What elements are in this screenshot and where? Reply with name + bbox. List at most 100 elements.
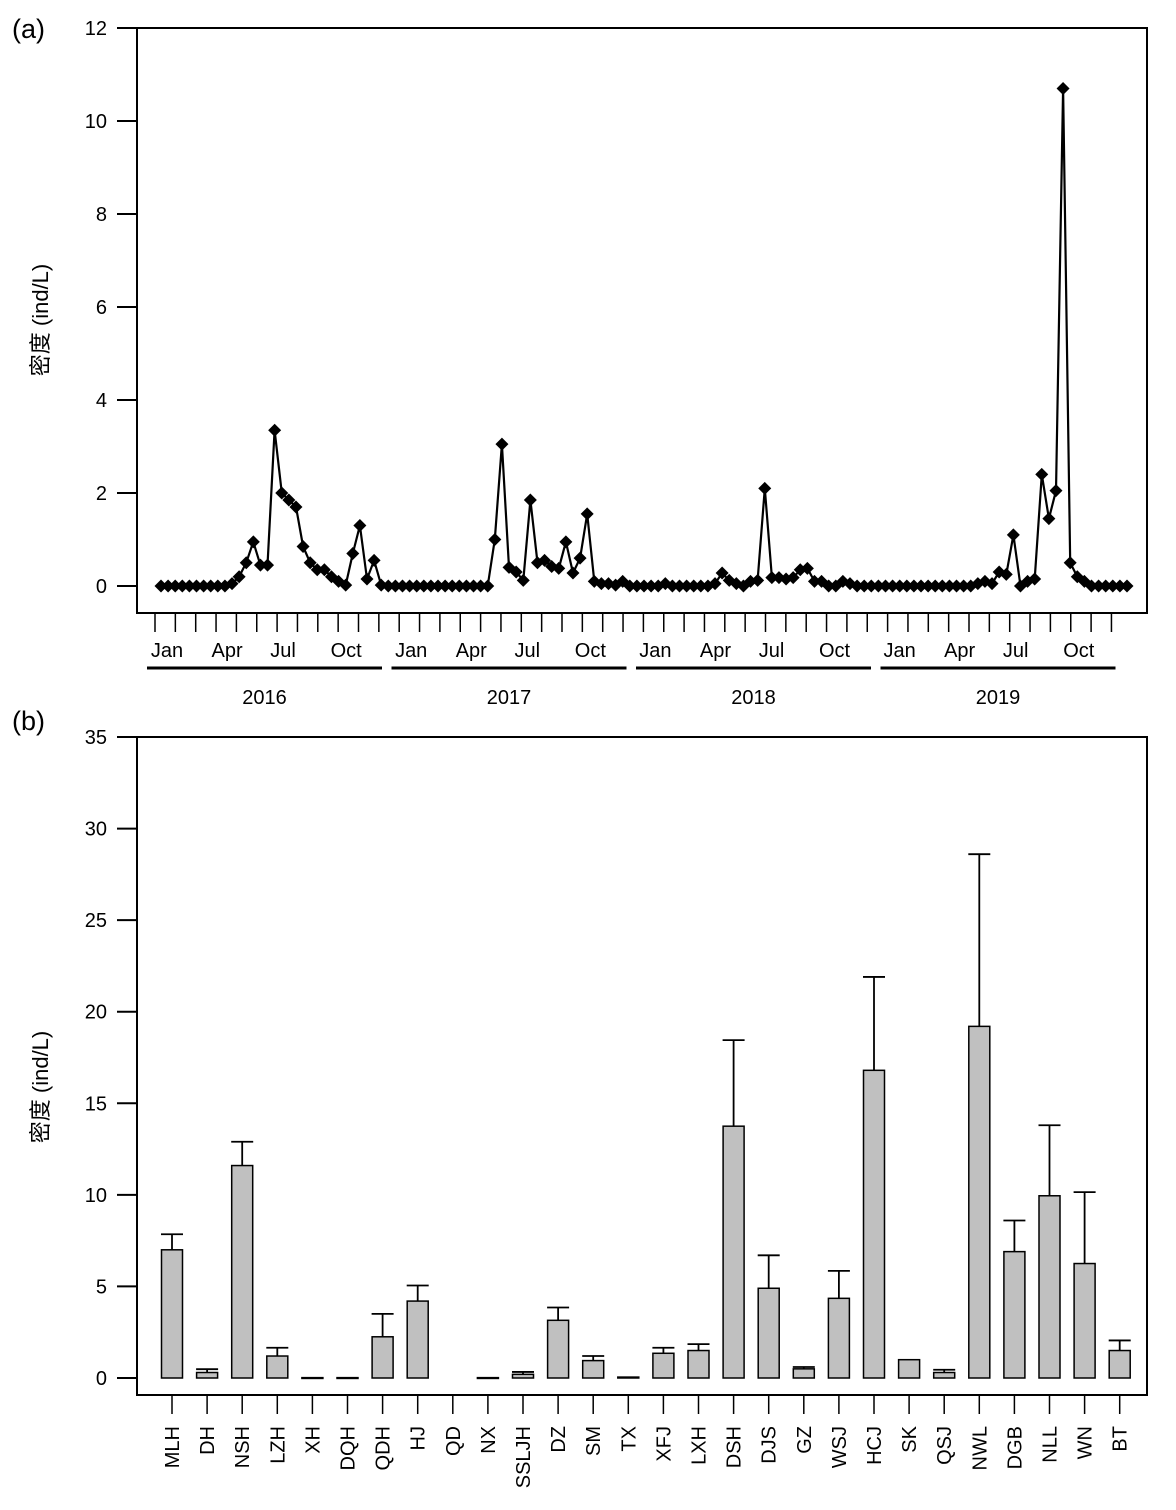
y-tick-label: 10 (85, 111, 107, 133)
data-point-marker (261, 558, 275, 572)
data-point-marker (303, 556, 317, 570)
bar (687, 1349, 710, 1379)
data-point-marker (396, 579, 409, 593)
data-point-marker (999, 567, 1013, 581)
bar (301, 1376, 324, 1380)
bar (932, 1371, 956, 1379)
series-line (161, 87, 1127, 588)
month-label: Jan (395, 640, 427, 662)
bar (617, 1376, 640, 1379)
panel-a-series (154, 81, 1134, 593)
data-point-marker (1106, 579, 1120, 593)
data-point-marker (942, 579, 956, 593)
bar (476, 1376, 500, 1380)
year-label: 2018 (731, 687, 776, 709)
panel-b-x-ticks: MLH DH NSH LZH XH DQH QDH HJ QD NX SSLJH DZ SM TX XFJ L… (162, 1395, 1132, 1488)
data-point-marker (637, 579, 651, 593)
data-point-marker (850, 579, 864, 593)
data-point-marker (317, 563, 331, 577)
bar (336, 1376, 359, 1380)
data-point-marker (573, 551, 587, 565)
data-point-marker (232, 570, 246, 584)
data-point-marker (190, 579, 204, 593)
y-tick-label: 5 (96, 1276, 107, 1298)
bar (581, 1359, 605, 1379)
category-label: TX (618, 1426, 640, 1452)
month-label: Jan (151, 640, 183, 662)
bar (968, 1025, 991, 1379)
data-point-marker (1035, 467, 1049, 481)
data-point-marker (182, 579, 196, 593)
data-point-marker (765, 571, 779, 585)
bar (827, 1297, 851, 1379)
data-point-marker (204, 579, 218, 593)
data-point-marker (488, 533, 502, 546)
data-point-marker (275, 486, 289, 500)
y-tick-label: 6 (96, 297, 107, 319)
bar (160, 1249, 184, 1379)
month-label: Apr (211, 640, 242, 662)
data-point-marker (644, 579, 658, 593)
data-point-marker (197, 579, 211, 593)
data-point-marker (921, 579, 935, 593)
data-point-marker (886, 579, 900, 593)
data-point-marker (211, 579, 225, 593)
data-point-marker (864, 579, 878, 593)
bar (511, 1373, 535, 1379)
data-point-marker (751, 573, 765, 587)
data-point-marker (410, 579, 424, 593)
month-label: Oct (1063, 640, 1095, 662)
year-label: 2017 (487, 687, 532, 709)
panel-b: (b) 密度 (ind/L) 0 5 10 15 20 25 30 35 MLH DH NSH LZ… (12, 706, 1148, 1488)
data-point-marker (893, 579, 907, 593)
data-point-marker (445, 579, 459, 593)
month-label: Jul (759, 640, 785, 662)
data-point-marker (246, 535, 260, 549)
data-point-marker (907, 579, 921, 593)
category-label: DSH (724, 1426, 746, 1468)
data-point-marker (687, 579, 701, 593)
data-point-marker (452, 579, 466, 593)
category-label: NWL (969, 1426, 991, 1470)
data-point-marker (459, 579, 473, 593)
data-point-marker (900, 579, 914, 593)
data-point-marker (367, 553, 381, 567)
data-point-marker (559, 535, 573, 549)
category-label: BT (1110, 1426, 1132, 1452)
category-label: NSH (232, 1426, 254, 1468)
bar (371, 1336, 394, 1379)
category-label: HJ (408, 1426, 430, 1450)
panel-a-y-axis-title: 密度 (ind/L) (28, 264, 53, 376)
data-point-marker (1113, 579, 1127, 593)
bar (862, 1069, 886, 1379)
category-label: NLL (1040, 1426, 1062, 1463)
y-tick-label: 30 (85, 819, 107, 841)
panel-b-y-axis-title: 密度 (ind/L) (28, 1031, 53, 1143)
month-label: Oct (331, 640, 363, 662)
y-tick-label: 25 (85, 910, 107, 932)
bar (1108, 1349, 1131, 1379)
data-point-marker (161, 579, 175, 593)
category-label: NX (478, 1426, 500, 1454)
panel-a-plot-frame (136, 27, 1148, 614)
y-tick-label: 35 (85, 727, 107, 749)
data-point-marker (871, 579, 885, 593)
data-point-marker (957, 579, 971, 593)
bar (195, 1371, 219, 1379)
category-label: SK (899, 1425, 921, 1452)
bar (546, 1319, 570, 1379)
bar (406, 1300, 429, 1379)
data-point-marker (417, 579, 431, 593)
y-tick-label: 20 (85, 1002, 107, 1024)
category-label: DZ (548, 1426, 570, 1453)
data-point-marker (424, 579, 438, 593)
data-point-marker (296, 539, 310, 553)
data-point-marker (253, 558, 267, 572)
category-label: QD (443, 1426, 465, 1456)
data-point-marker (509, 565, 523, 579)
month-label: Jan (639, 640, 671, 662)
data-point-marker (758, 481, 772, 495)
data-point-marker (800, 561, 814, 575)
data-point-marker (431, 579, 445, 593)
